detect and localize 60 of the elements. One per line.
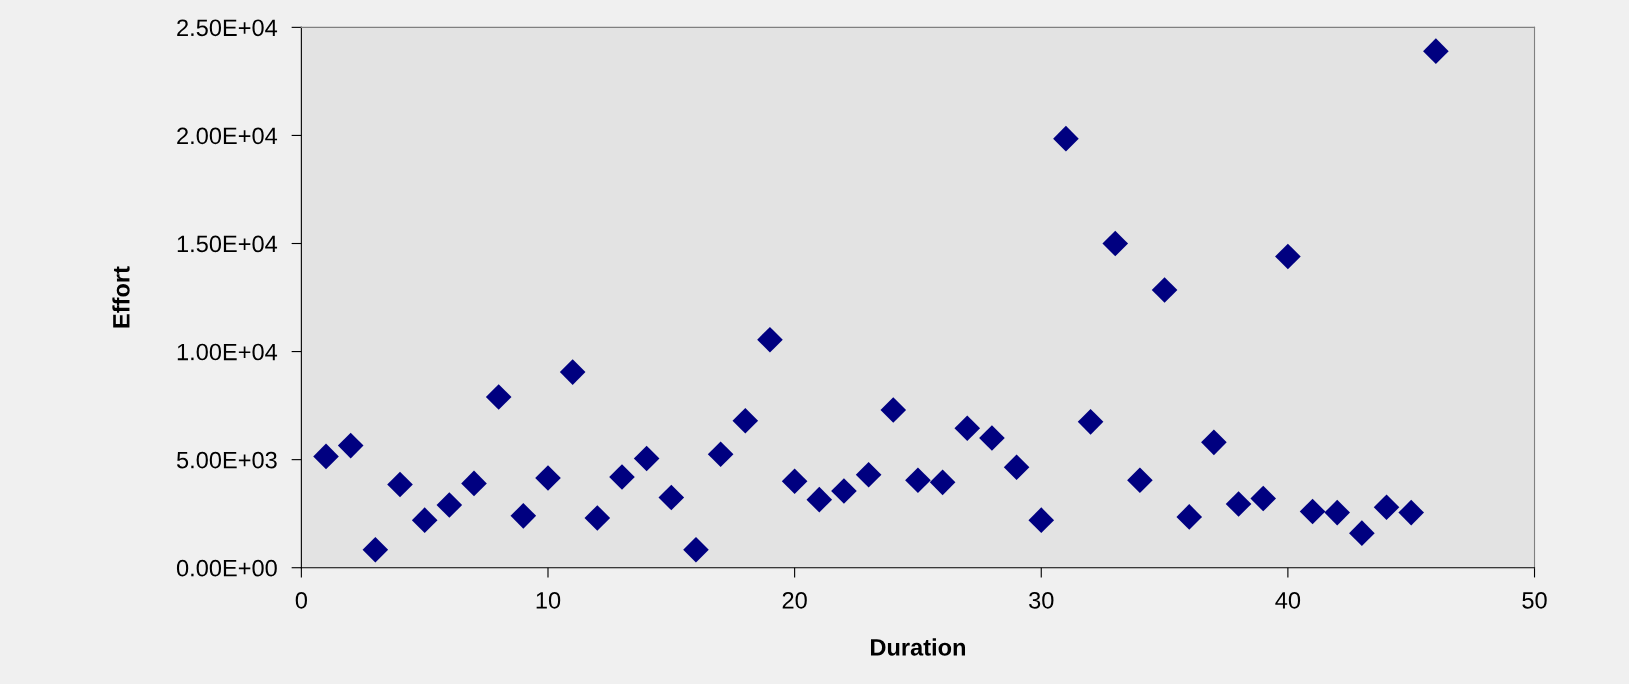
point [1250, 485, 1277, 512]
point [411, 507, 438, 533]
point [485, 384, 512, 410]
point [1201, 429, 1227, 456]
point [313, 443, 339, 470]
point [1349, 520, 1375, 546]
point [781, 468, 808, 495]
point [1151, 277, 1178, 303]
point [362, 536, 389, 563]
y-axis-title: Effort [112, 266, 130, 328]
point [461, 470, 487, 497]
point [1176, 504, 1203, 530]
y-tick-label: 0.00E+00 [176, 559, 277, 577]
point [954, 415, 981, 442]
x-axis-title: Duration [870, 638, 966, 656]
point [1053, 125, 1079, 152]
x-tick-label: 10 [536, 591, 561, 609]
point [831, 478, 857, 504]
point [387, 471, 413, 498]
x-tick-label: 0 [295, 591, 308, 609]
point [1275, 243, 1301, 270]
point [1373, 494, 1400, 520]
point [855, 461, 882, 488]
y-tick-label: 2.00E+04 [177, 127, 278, 145]
point [609, 464, 635, 490]
point [1028, 507, 1055, 533]
point [510, 503, 537, 529]
point [929, 469, 956, 496]
point [979, 425, 1005, 451]
point [1225, 491, 1252, 517]
point [1127, 467, 1153, 493]
y-tick-label: 1.00E+04 [177, 343, 278, 361]
x-tick-label: 50 [1522, 591, 1547, 609]
point [683, 536, 709, 563]
point [757, 326, 783, 353]
point [535, 465, 561, 491]
point [337, 432, 364, 459]
point [1299, 498, 1326, 525]
point [584, 505, 611, 531]
point [1003, 454, 1030, 481]
y-tick-label: 5.00E+03 [176, 451, 277, 469]
point [1398, 499, 1425, 526]
point [1423, 38, 1449, 64]
point [633, 445, 660, 472]
point [707, 441, 734, 468]
point [1077, 409, 1104, 435]
point [1324, 499, 1351, 526]
y-tick-label: 2.50E+04 [177, 19, 278, 37]
point [436, 492, 463, 518]
point [559, 359, 586, 385]
x-tick-label: 20 [782, 591, 807, 609]
point [732, 407, 759, 434]
point [806, 486, 833, 513]
y-tick-label: 1.50E+04 [177, 235, 278, 253]
point [658, 484, 685, 511]
point [880, 397, 907, 423]
point [905, 467, 931, 493]
x-tick-label: 30 [1029, 591, 1054, 609]
point [1102, 230, 1129, 257]
x-tick-label: 40 [1275, 591, 1301, 609]
